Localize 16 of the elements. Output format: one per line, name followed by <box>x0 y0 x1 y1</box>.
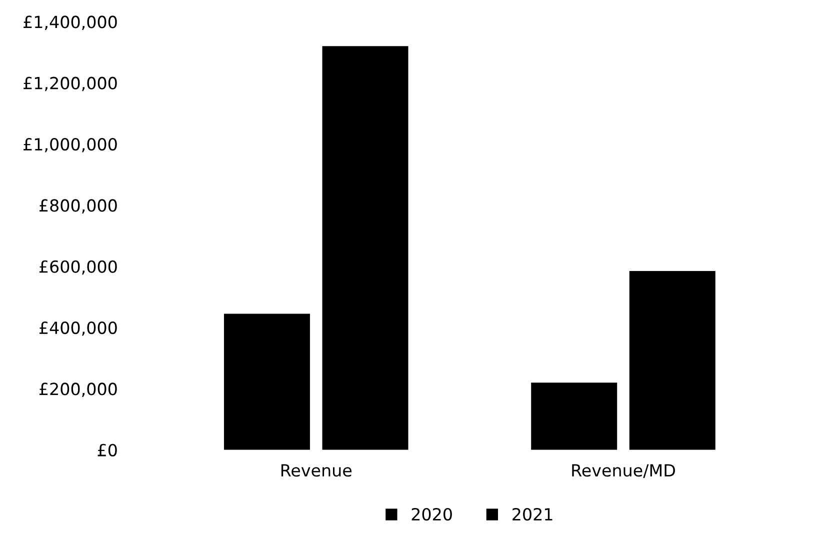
bar <box>629 270 716 450</box>
y-tick-label: £400,000 <box>39 321 117 336</box>
y-tick-label: £1,000,000 <box>24 138 117 152</box>
legend-label: 2020 <box>412 508 452 521</box>
y-tick-label: £1,400,000 <box>24 16 117 30</box>
y-tick-label: £0 <box>98 444 117 456</box>
y-tick-label: £600,000 <box>39 260 117 275</box>
bar <box>322 46 408 450</box>
bar <box>531 382 618 450</box>
x-tick-label: Revenue/MD <box>572 464 675 478</box>
bar <box>224 314 310 450</box>
legend-label: 2021 <box>512 508 552 521</box>
y-tick-label: £200,000 <box>39 382 117 397</box>
y-tick-label: £1,200,000 <box>24 76 117 92</box>
x-tick-label: Revenue <box>281 464 352 477</box>
y-tick-label: £800,000 <box>39 199 117 214</box>
